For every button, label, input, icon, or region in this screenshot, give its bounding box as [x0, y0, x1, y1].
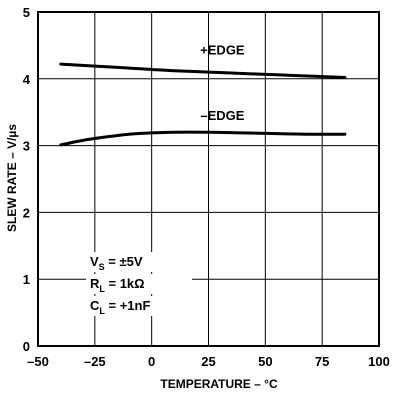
y-tick-label: 1 — [23, 272, 30, 287]
grid — [38, 12, 379, 346]
x-axis-title: TEMPERATURE – °C — [160, 377, 278, 391]
condition-line: RL = 1kΩ — [90, 276, 145, 294]
y-axis-title: SLEW RATE – V/µs — [5, 124, 19, 232]
y-tick-label: 5 — [23, 5, 30, 20]
condition-line: VS = ±5V — [90, 254, 143, 272]
plot-frame — [37, 11, 380, 347]
series-lines — [59, 62, 347, 147]
series-annotations: +EDGE –EDGE — [200, 42, 245, 122]
condition-background — [86, 274, 192, 294]
x-tick-label: –50 — [27, 354, 49, 369]
y-tick-labels: 0 1 2 3 4 5 — [23, 5, 31, 354]
y-tick-label: 2 — [23, 205, 30, 220]
series-line-plus-edge — [59, 62, 347, 79]
y-tick-label: 0 — [23, 339, 30, 354]
condition-background — [86, 296, 192, 316]
x-tick-label: –25 — [84, 354, 106, 369]
x-tick-label: 25 — [201, 354, 215, 369]
y-tick-label: 4 — [23, 72, 31, 87]
x-tick-label: 100 — [368, 354, 390, 369]
label-minus-edge: –EDGE — [200, 108, 244, 123]
condition-line: CL = +1nF — [90, 298, 150, 316]
condition-background — [86, 252, 192, 272]
series-line-minus-edge — [59, 130, 347, 147]
label-plus-edge: +EDGE — [200, 42, 245, 57]
x-tick-label: 75 — [315, 354, 329, 369]
x-tick-label: 0 — [148, 354, 155, 369]
x-tick-labels: –50 –25 0 25 50 75 100 — [27, 354, 390, 369]
x-tick-label: 50 — [258, 354, 272, 369]
y-tick-label: 3 — [23, 139, 30, 154]
test-conditions: VS = ±5V RL = 1kΩ CL = +1nF — [86, 252, 192, 316]
